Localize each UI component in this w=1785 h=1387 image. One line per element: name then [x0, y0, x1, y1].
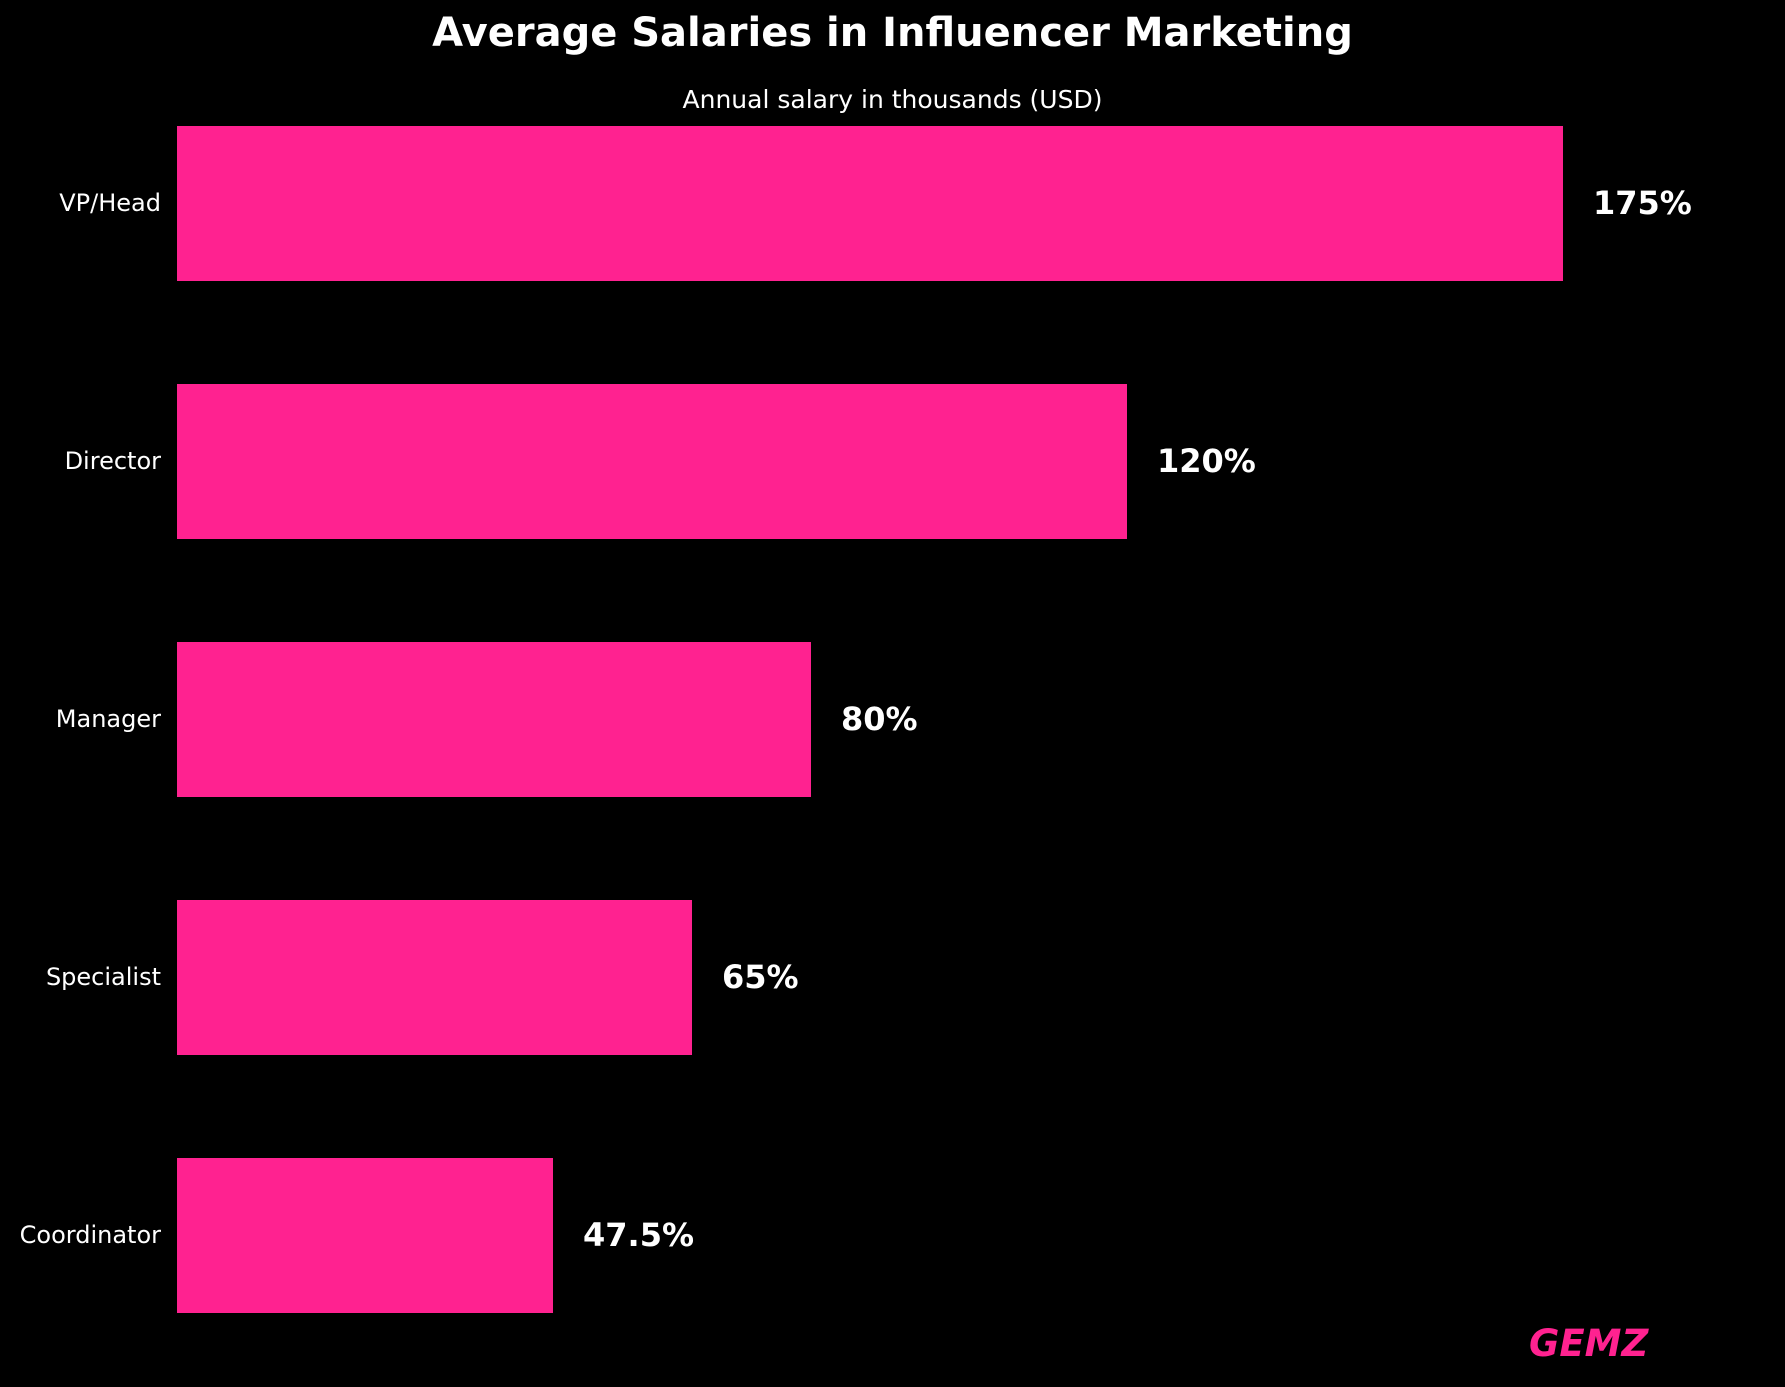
bar-row: Coordinator 47.5% — [0, 1158, 1785, 1313]
value-label: 65% — [722, 958, 799, 996]
value-label: 120% — [1157, 442, 1256, 480]
category-label: Specialist — [45, 963, 161, 991]
bar — [177, 642, 811, 797]
bar-row: Manager 80% — [0, 642, 1785, 797]
bar — [177, 126, 1563, 281]
bar-row: Specialist 65% — [0, 900, 1785, 1055]
value-label: 175% — [1593, 184, 1692, 222]
bar — [177, 384, 1127, 539]
brand-logo: GEMZ — [1529, 1322, 1649, 1365]
category-label: Director — [64, 447, 161, 475]
chart-subtitle: Annual salary in thousands (USD) — [682, 85, 1103, 114]
value-label: 47.5% — [583, 1216, 695, 1254]
bar — [177, 900, 692, 1055]
value-label: 80% — [841, 700, 918, 738]
category-label: VP/Head — [59, 189, 161, 217]
bar — [177, 1158, 553, 1313]
category-label: Coordinator — [19, 1221, 161, 1249]
bar-row: VP/Head 175% — [0, 126, 1785, 281]
bar-row: Director 120% — [0, 384, 1785, 539]
category-label: Manager — [55, 705, 161, 733]
chart-title: Average Salaries in Influencer Marketing — [432, 10, 1353, 56]
